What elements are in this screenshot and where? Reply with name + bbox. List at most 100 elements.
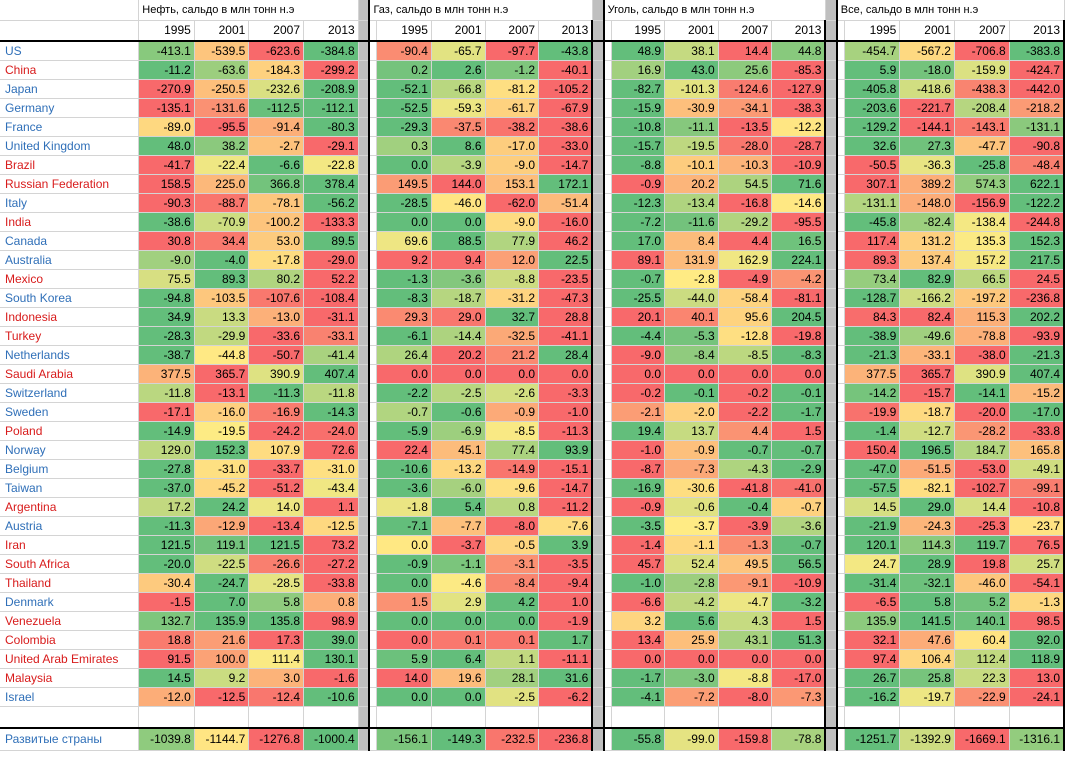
edge-cell[interactable] (602, 554, 612, 574)
value-cell-all[interactable]: -51.5 (899, 459, 955, 479)
value-cell-coal[interactable]: 25.9 (664, 630, 719, 650)
edge-cell[interactable] (835, 98, 845, 118)
value-cell-coal[interactable]: -16.9 (611, 478, 666, 498)
value-cell-oil[interactable]: 132.7 (138, 611, 195, 631)
value-cell-coal[interactable]: -4.7 (718, 592, 773, 612)
value-cell-gas[interactable]: -17.0 (485, 136, 540, 156)
value-cell-gas[interactable]: 0.8 (485, 497, 540, 517)
value-cell-coal[interactable]: -19.5 (664, 136, 719, 156)
value-cell-oil[interactable]: -22.8 (303, 155, 359, 175)
value-cell-coal[interactable]: 25.6 (718, 60, 773, 80)
value-cell-all[interactable]: 114.3 (899, 535, 955, 555)
value-cell-coal[interactable]: -0.7 (718, 440, 773, 460)
value-cell-all[interactable]: 14.4 (954, 497, 1010, 517)
edge-cell[interactable] (368, 611, 378, 631)
value-cell-gas[interactable]: -52.1 (376, 79, 432, 99)
value-cell-oil[interactable]: 7.0 (194, 592, 250, 612)
value-cell-oil[interactable]: -10.6 (303, 687, 359, 707)
value-cell-oil[interactable]: -41.4 (303, 345, 359, 365)
value-cell-oil[interactable]: -13.4 (248, 516, 304, 536)
value-cell-gas[interactable]: 0.1 (431, 630, 486, 650)
value-cell-gas[interactable]: -9.6 (485, 478, 540, 498)
value-cell-oil[interactable]: 152.3 (194, 440, 250, 460)
value-cell-oil[interactable]: -270.9 (138, 79, 195, 99)
value-cell-coal[interactable]: -4.1 (611, 687, 666, 707)
value-cell-all[interactable]: -18.7 (899, 402, 955, 422)
country-name[interactable]: South Korea (0, 288, 140, 308)
value-cell-coal[interactable]: -9.0 (611, 345, 666, 365)
value-cell-all[interactable]: -12.7 (899, 421, 955, 441)
value-cell-gas[interactable]: -65.7 (431, 41, 486, 61)
value-cell-coal[interactable]: -4.9 (718, 269, 773, 289)
value-cell-all[interactable]: -1392.9 (899, 727, 955, 751)
value-cell-all[interactable]: -159.9 (954, 60, 1010, 80)
value-cell-all[interactable]: -33.1 (899, 345, 955, 365)
value-cell-all[interactable]: -21.3 (1009, 345, 1065, 365)
country-name[interactable]: Poland (0, 421, 140, 441)
value-cell-oil[interactable]: 5.8 (248, 592, 304, 612)
empty-cell[interactable] (611, 706, 666, 729)
year-header-gas[interactable]: 1995 (376, 20, 432, 42)
empty-cell[interactable] (538, 706, 594, 729)
country-name[interactable]: United Arab Emirates (0, 649, 140, 669)
value-cell-oil[interactable]: -131.6 (194, 98, 250, 118)
value-cell-coal[interactable]: -30.9 (664, 98, 719, 118)
value-cell-gas[interactable]: 9.2 (376, 250, 432, 270)
country-name[interactable]: Germany (0, 98, 140, 118)
value-cell-gas[interactable]: -29.3 (376, 117, 432, 137)
value-cell-gas[interactable]: -59.3 (431, 98, 486, 118)
value-cell-all[interactable]: 307.1 (844, 174, 901, 194)
value-cell-oil[interactable]: -24.7 (194, 573, 250, 593)
value-cell-oil[interactable]: -11.3 (248, 383, 304, 403)
value-cell-oil[interactable]: 107.9 (248, 440, 304, 460)
country-name[interactable]: India (0, 212, 140, 232)
value-cell-gas[interactable]: 1.7 (538, 630, 594, 650)
value-cell-oil[interactable]: -1144.7 (194, 727, 250, 751)
value-cell-oil[interactable]: -63.6 (194, 60, 250, 80)
empty-cell[interactable] (835, 706, 845, 729)
edge-cell[interactable] (602, 516, 612, 536)
value-cell-oil[interactable]: -29.1 (303, 136, 359, 156)
value-cell-all[interactable]: 22.3 (954, 668, 1010, 688)
value-cell-coal[interactable]: -16.8 (718, 193, 773, 213)
country-name[interactable]: South Africa (0, 554, 140, 574)
value-cell-oil[interactable]: -1276.8 (248, 727, 304, 751)
value-cell-coal[interactable]: -10.1 (664, 155, 719, 175)
value-cell-all[interactable]: 202.2 (1009, 307, 1065, 327)
edge-cell[interactable] (368, 98, 378, 118)
value-cell-coal[interactable]: -28.7 (771, 136, 827, 156)
value-cell-oil[interactable]: -43.4 (303, 478, 359, 498)
value-cell-coal[interactable]: -10.9 (771, 573, 827, 593)
empty-cell[interactable] (0, 706, 140, 729)
value-cell-all[interactable]: -19.7 (899, 687, 955, 707)
value-cell-coal[interactable]: 162.9 (718, 250, 773, 270)
value-cell-gas[interactable]: -8.4 (485, 573, 540, 593)
value-cell-oil[interactable]: -38.6 (138, 212, 195, 232)
edge-cell[interactable] (368, 364, 378, 384)
value-cell-all[interactable]: 97.4 (844, 649, 901, 669)
edge-cell[interactable] (602, 136, 612, 156)
value-cell-coal[interactable]: -82.7 (611, 79, 666, 99)
value-cell-coal[interactable]: -8.8 (718, 668, 773, 688)
value-cell-oil[interactable]: -94.8 (138, 288, 195, 308)
edge-cell[interactable] (368, 288, 378, 308)
value-cell-coal[interactable]: -17.0 (771, 668, 827, 688)
value-cell-coal[interactable]: 5.6 (664, 611, 719, 631)
value-cell-all[interactable]: 157.2 (954, 250, 1010, 270)
value-cell-coal[interactable]: -10.8 (611, 117, 666, 137)
value-cell-all[interactable]: -1316.1 (1009, 727, 1065, 751)
value-cell-oil[interactable]: 73.2 (303, 535, 359, 555)
edge-cell[interactable] (368, 155, 378, 175)
country-name[interactable]: China (0, 60, 140, 80)
value-cell-coal[interactable]: -3.5 (611, 516, 666, 536)
value-cell-all[interactable]: 26.7 (844, 668, 901, 688)
value-cell-oil[interactable]: 378.4 (303, 174, 359, 194)
value-cell-all[interactable]: 5.9 (844, 60, 901, 80)
value-cell-oil[interactable]: -31.1 (303, 307, 359, 327)
empty-cell[interactable] (248, 706, 304, 729)
edge-cell[interactable] (835, 421, 845, 441)
value-cell-all[interactable]: 47.6 (899, 630, 955, 650)
value-cell-gas[interactable]: 1.0 (538, 592, 594, 612)
value-cell-gas[interactable]: -0.9 (485, 402, 540, 422)
edge-cell[interactable] (368, 554, 378, 574)
